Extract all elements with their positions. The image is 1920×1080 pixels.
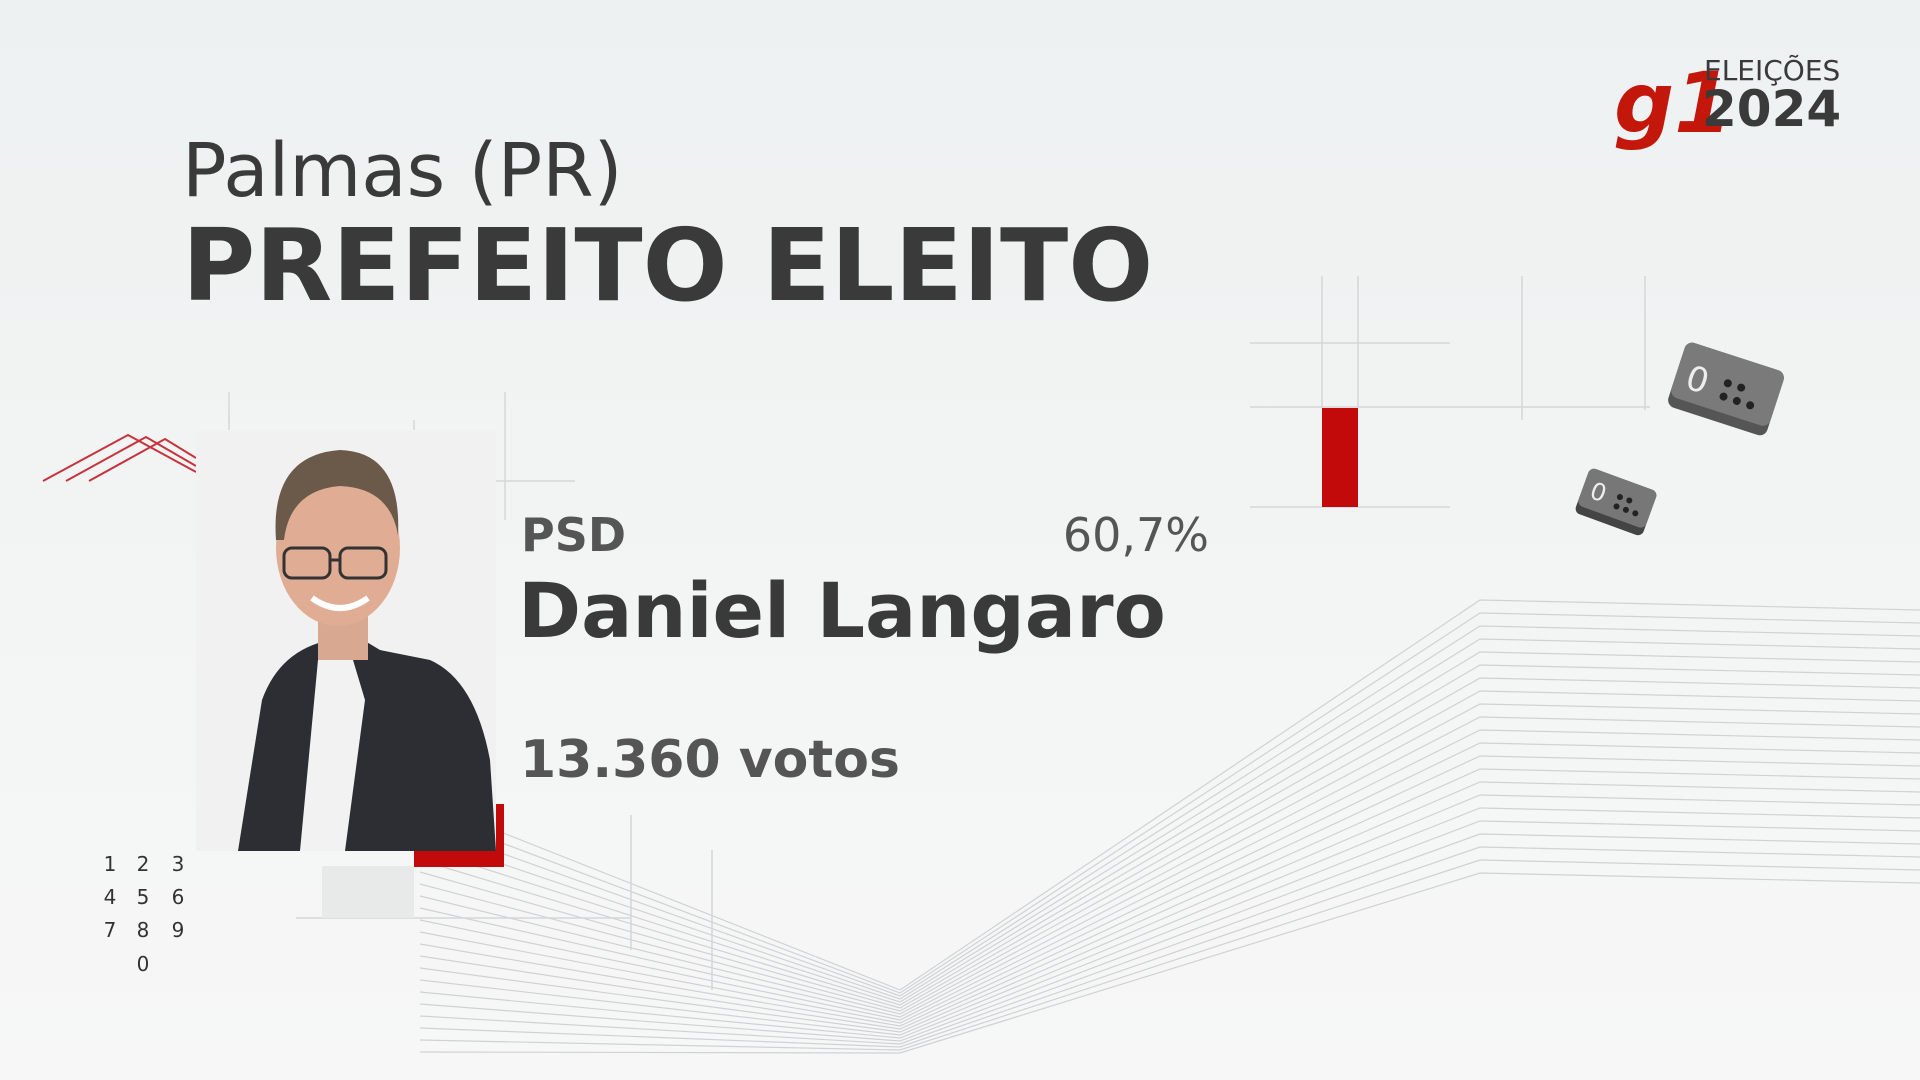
background-line: [419, 625, 1920, 997]
background-line: [419, 755, 1920, 1027]
red-bar: [1322, 408, 1358, 507]
background-line: [419, 716, 1920, 1018]
background-line: [419, 742, 1920, 1024]
background-line: [419, 781, 1920, 1033]
percentage: 60,7%: [1063, 508, 1209, 562]
event-label: ELEIÇÕES: [1704, 53, 1840, 87]
keypad-digit: 1: [104, 852, 117, 876]
background-line: [419, 846, 1920, 1048]
background-line: [419, 690, 1920, 1012]
background-line: [419, 859, 1920, 1051]
background-line: [419, 651, 1920, 1003]
votes: 13.360 votos: [520, 730, 900, 790]
background-line: [419, 872, 1920, 1054]
keypad-digit: 3: [172, 852, 185, 876]
logo: g1: [1614, 54, 1733, 152]
party: PSD: [521, 508, 626, 562]
background-line: [419, 833, 1920, 1045]
background-line: [419, 638, 1920, 1000]
decoration-block: [322, 866, 414, 918]
keypad-digit: 9: [172, 918, 185, 942]
background-line: [419, 729, 1920, 1021]
chevrons: [42, 433, 197, 482]
background-line: [419, 664, 1920, 1006]
year: 2024: [1702, 80, 1841, 138]
candidate-name: Daniel Langaro: [518, 566, 1166, 655]
keypad-digit: 6: [172, 885, 185, 909]
die: 0: [1668, 342, 1784, 436]
die: 0: [1575, 468, 1657, 536]
background-line: [419, 677, 1920, 1009]
background-line: [419, 599, 1920, 991]
keypad-digit: 2: [137, 852, 150, 876]
keypad: 1 2 3 4 5 6 7 8 90: [104, 852, 185, 976]
keypad-digit: 4: [104, 885, 117, 909]
candidate-photo: [196, 431, 496, 851]
keypad-digit: 0: [137, 952, 150, 976]
background-line: [419, 820, 1920, 1042]
keypad-digit: 7: [104, 918, 117, 942]
background-line: [419, 612, 1920, 994]
title: PREFEITO ELEITO: [182, 207, 1153, 324]
background-line: [419, 768, 1920, 1030]
background-line: [419, 807, 1920, 1039]
background-line: [419, 703, 1920, 1015]
keypad-digit: 8: [137, 918, 150, 942]
keypad-digit: 5: [137, 885, 150, 909]
city: Palmas (PR): [182, 128, 623, 214]
background-line: [419, 794, 1920, 1036]
background-lines: [419, 599, 1920, 1054]
